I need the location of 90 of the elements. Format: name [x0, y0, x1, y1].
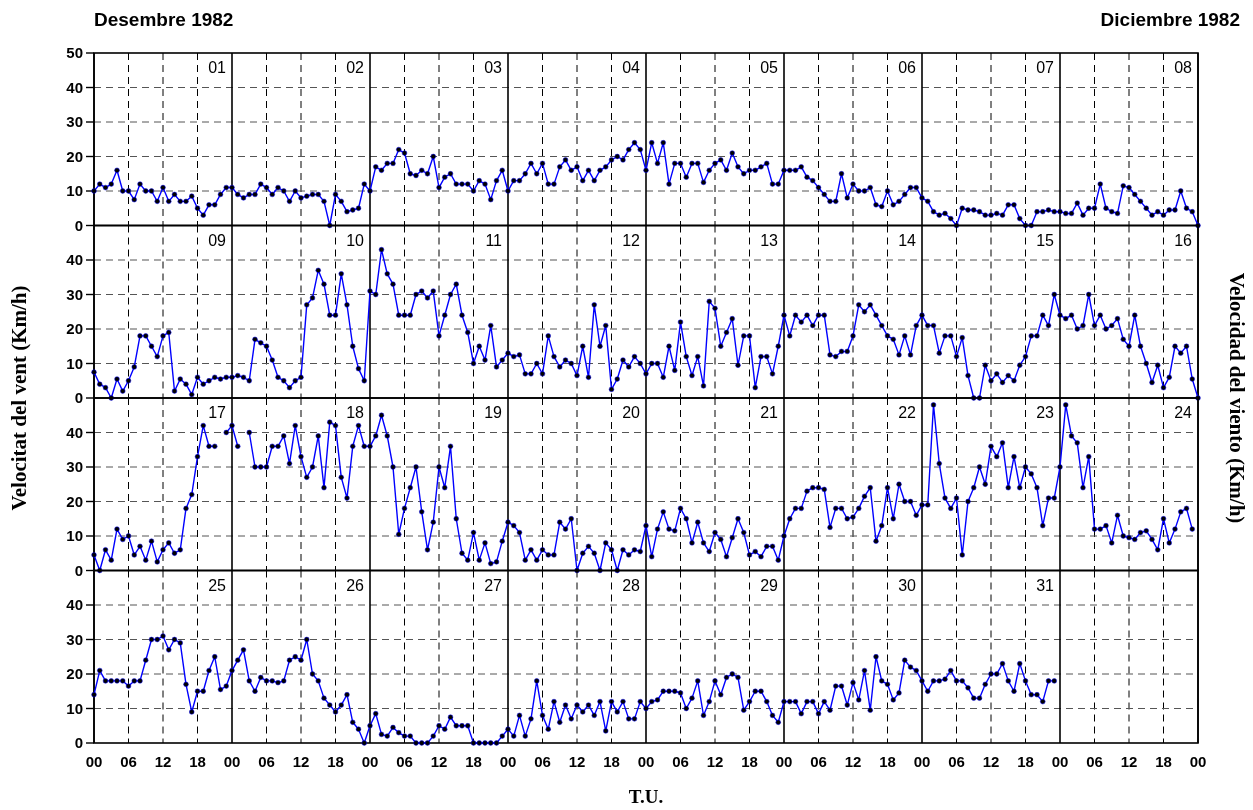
annotation: 10: [346, 231, 365, 249]
y-tick-label: 40: [66, 423, 83, 441]
x-tick-label: 12: [982, 753, 1000, 770]
x-tick-label: 12: [844, 753, 862, 770]
y-tick-label: 40: [66, 78, 83, 96]
annotation: 12: [622, 231, 641, 249]
annotation: 11: [485, 231, 503, 249]
annotation: 18: [346, 404, 365, 421]
annotation: 16: [1174, 231, 1193, 249]
x-tick-label: 12: [706, 753, 724, 770]
annotation: 24: [1174, 404, 1193, 421]
annotation: 06: [898, 59, 917, 76]
y-tick-label: 30: [66, 630, 83, 648]
x-tick-label: 06: [120, 753, 137, 770]
annotation: 15: [1036, 231, 1055, 249]
annotation: 31: [1036, 576, 1055, 594]
x-tick-label: 18: [1155, 753, 1172, 770]
y-tick-label: 40: [66, 596, 83, 613]
y-tick-label: 20: [66, 665, 83, 682]
x-tick-label: 18: [603, 753, 620, 770]
annotation: 09: [208, 231, 227, 249]
annotation: 21: [760, 404, 779, 421]
y-tick-label: 20: [66, 147, 83, 165]
x-tick-label: 06: [672, 753, 689, 770]
x-tick-label: 00: [1189, 753, 1207, 770]
y-tick-label: 0: [74, 734, 83, 751]
x-tick-label: 00: [223, 753, 241, 770]
x-tick-label: 00: [361, 753, 379, 770]
x-tick-label: 06: [534, 753, 551, 770]
y-tick-label: 10: [66, 354, 83, 372]
annotation: 04: [622, 59, 641, 76]
y-tick-label: 0: [74, 389, 83, 406]
x-tick-label: 00: [499, 753, 517, 770]
annotation: 20: [622, 404, 641, 421]
y-tick-label: 10: [66, 527, 83, 544]
x-tick-label: 18: [741, 753, 758, 770]
annotation: 25: [208, 576, 227, 594]
annotation: 17: [208, 404, 227, 421]
x-tick-label: 06: [948, 753, 965, 770]
x-tick-label: 12: [1120, 753, 1138, 770]
y-tick-label: 30: [66, 285, 83, 303]
x-tick-label: 00: [775, 753, 793, 770]
x-tick-label: 12: [292, 753, 310, 770]
annotation: 30: [898, 576, 917, 594]
x-tick-label: 00: [1051, 753, 1069, 770]
x-tick-label: 06: [396, 753, 413, 770]
annotation: 29: [760, 576, 779, 594]
x-tick-label: 06: [1086, 753, 1103, 770]
x-tick-label: 18: [465, 753, 482, 770]
x-tick-label: 12: [154, 753, 172, 770]
annotation: 08: [1174, 59, 1193, 76]
chart-subtitle: Diciembre 1982: [1100, 9, 1240, 30]
y2-axis-title: Velocidad del viento (Km/h): [1225, 272, 1249, 524]
y-tick-label: 20: [66, 320, 83, 337]
x-tick-label: 00: [85, 753, 103, 770]
x-tick-label: 12: [430, 753, 448, 770]
x-tick-label: 18: [879, 753, 896, 770]
y-tick-label: 0: [74, 561, 83, 579]
chart-title: Desembre 1982: [94, 9, 234, 30]
y-tick-label: 40: [66, 251, 83, 268]
annotation: 14: [898, 231, 917, 249]
x-tick-label: 18: [189, 753, 206, 770]
annotation: 02: [346, 59, 365, 76]
y-tick-label: 30: [66, 458, 83, 475]
annotation: 07: [1036, 59, 1055, 76]
y-tick-label: 10: [66, 182, 83, 199]
x-tick-label: 00: [913, 753, 931, 770]
y-tick-label: 30: [66, 113, 83, 130]
x-tick-label: 18: [1017, 753, 1034, 770]
y-tick-label: 10: [66, 699, 83, 717]
y-tick-label: 0: [74, 216, 83, 234]
annotation: 27: [484, 576, 503, 594]
annotation: 26: [346, 576, 365, 594]
annotation: 23: [1036, 404, 1055, 421]
annotation: 13: [760, 231, 779, 249]
annotation: 01: [208, 59, 227, 76]
x-tick-label: 18: [327, 753, 344, 770]
annotation: 05: [760, 59, 779, 76]
y-tick-label: 50: [66, 44, 83, 61]
annotation: 03: [484, 59, 503, 76]
x-tick-label: 00: [637, 753, 655, 770]
annotation: 28: [622, 576, 641, 594]
x-tick-label: 06: [258, 753, 275, 770]
x-tick-label: 12: [568, 753, 586, 770]
annotation: 19: [484, 404, 503, 421]
x-axis-title: T.U.: [628, 786, 664, 807]
annotation: 22: [898, 404, 917, 421]
x-tick-label: 06: [810, 753, 827, 770]
y-tick-label: 20: [66, 492, 83, 510]
y-axis-title: Velocitat del vent (Km/h): [7, 285, 31, 511]
